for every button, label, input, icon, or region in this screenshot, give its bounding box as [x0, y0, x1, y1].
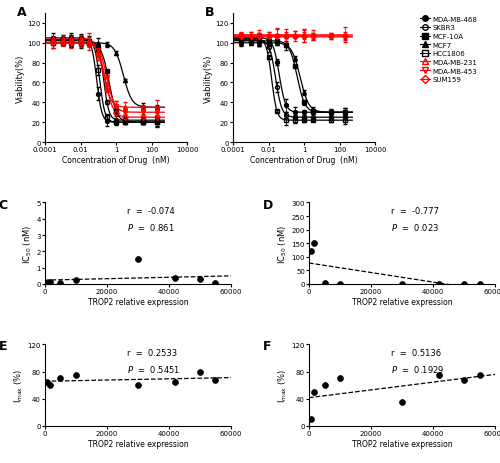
- Y-axis label: I$_{max}$ (%): I$_{max}$ (%): [276, 368, 288, 402]
- Point: [460, 376, 468, 383]
- Point: [56, 375, 64, 382]
- Y-axis label: IC$_{50}$ (nM): IC$_{50}$ (nM): [276, 224, 288, 263]
- Point: [460, 281, 468, 288]
- Point: [72, 276, 80, 284]
- Text: r  =  0.2533
$P$  =  0.5451: r = 0.2533 $P$ = 0.5451: [127, 348, 180, 374]
- Point: [310, 240, 318, 247]
- Point: [336, 375, 344, 382]
- Y-axis label: Viability(%): Viability(%): [204, 54, 212, 102]
- Point: [46, 279, 54, 287]
- Y-axis label: I$_{max}$ (%): I$_{max}$ (%): [12, 368, 24, 402]
- Text: F: F: [262, 340, 271, 353]
- Point: [212, 376, 220, 383]
- Point: [435, 371, 443, 379]
- Point: [476, 371, 484, 379]
- Point: [72, 371, 80, 379]
- Text: r  =  0.5136
$P$  =  0.1929: r = 0.5136 $P$ = 0.1929: [391, 348, 444, 374]
- Text: C: C: [0, 198, 8, 211]
- Point: [212, 280, 220, 287]
- X-axis label: TROP2 relative expression: TROP2 relative expression: [352, 439, 452, 448]
- Y-axis label: Viability(%): Viability(%): [16, 54, 24, 102]
- Text: r  =  -0.074
$P$  =  0.861: r = -0.074 $P$ = 0.861: [127, 206, 174, 232]
- Point: [398, 281, 406, 288]
- Point: [306, 248, 314, 256]
- Point: [42, 279, 50, 287]
- Point: [476, 281, 484, 288]
- Text: B: B: [204, 6, 214, 19]
- Point: [310, 388, 318, 396]
- Point: [46, 382, 54, 389]
- Point: [306, 415, 314, 423]
- Y-axis label: IC$_{50}$ (nM): IC$_{50}$ (nM): [21, 224, 34, 263]
- Point: [320, 279, 328, 287]
- Point: [398, 399, 406, 406]
- X-axis label: Concentration of Drug  (nM): Concentration of Drug (nM): [250, 156, 358, 165]
- X-axis label: TROP2 relative expression: TROP2 relative expression: [88, 439, 188, 448]
- Point: [171, 275, 179, 282]
- Text: r  =  -0.777
$P$  =  0.023: r = -0.777 $P$ = 0.023: [391, 206, 439, 232]
- Point: [320, 382, 328, 389]
- Point: [435, 281, 443, 288]
- Point: [134, 256, 142, 263]
- Text: D: D: [262, 198, 273, 211]
- Point: [171, 378, 179, 386]
- Legend: MDA-MB-468, SKBR3, MCF-10A, MCF7, HCC1806, MDA-MB-231, MDA-MB-453, SUM159: MDA-MB-468, SKBR3, MCF-10A, MCF7, HCC180…: [417, 14, 480, 86]
- Point: [42, 378, 50, 386]
- Point: [196, 368, 204, 375]
- Point: [196, 276, 204, 283]
- Point: [336, 281, 344, 288]
- Text: E: E: [0, 340, 7, 353]
- X-axis label: Concentration of Drug  (nM): Concentration of Drug (nM): [62, 156, 170, 165]
- Point: [56, 280, 64, 287]
- Point: [134, 382, 142, 389]
- X-axis label: TROP2 relative expression: TROP2 relative expression: [352, 297, 452, 306]
- Text: A: A: [16, 6, 26, 19]
- X-axis label: TROP2 relative expression: TROP2 relative expression: [88, 297, 188, 306]
